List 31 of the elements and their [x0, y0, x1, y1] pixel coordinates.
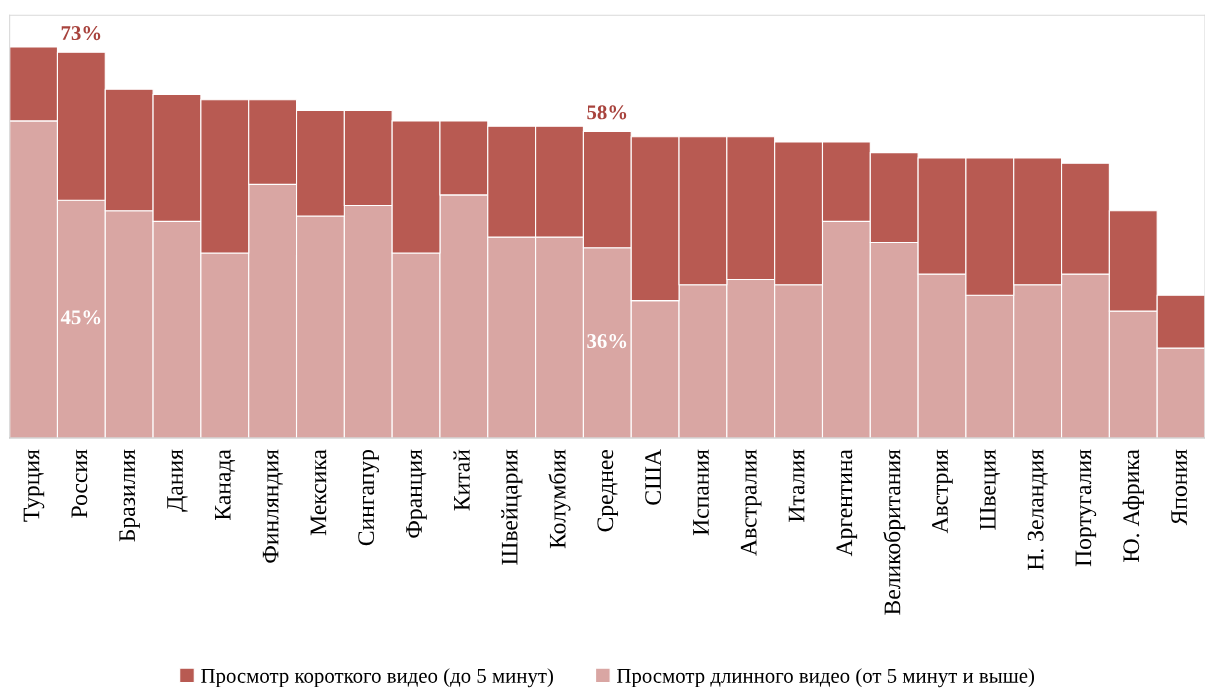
x-tick-label: Канада — [215, 449, 236, 520]
x-tick-label: Мексика — [310, 449, 327, 536]
x-tick-label: Швеция — [980, 449, 1001, 530]
total-label: 73% — [61, 26, 101, 41]
x-tick-label: Н. Зеландия — [1027, 449, 1048, 570]
legend-label: Просмотр длинного видео (от 5 минут и выше) — [617, 668, 1035, 688]
x-tick-label: Колумбия — [548, 449, 571, 549]
x-tick-label: Китай — [453, 449, 470, 511]
x-tick-label: Япония — [1171, 449, 1187, 526]
x-tick-label: Среднее — [597, 449, 619, 532]
x-tick-label: Дания — [167, 449, 188, 512]
x-tick-label: Португалия — [1075, 449, 1097, 567]
x-tick-label: Испания — [693, 449, 709, 536]
x-tick-label: Австрия — [932, 449, 953, 534]
data-label: 36% — [587, 334, 627, 349]
x-tick-label: Сингапур — [358, 450, 379, 546]
x-tick-label: Турция — [23, 449, 45, 522]
x-tick-label: Аргентина — [836, 449, 858, 557]
legend-label: Просмотр короткого видео (до 5 минут) — [201, 668, 553, 688]
x-tick-label: США — [645, 449, 662, 505]
x-tick-label: Великобритания — [883, 449, 906, 615]
x-tick-label: Бразилия — [119, 449, 140, 542]
x-tick-label: Россия — [71, 449, 88, 518]
x-tick-label: Италия — [788, 449, 805, 523]
data-label: 45% — [60, 310, 101, 325]
x-tick-label: Ю. Африка — [1122, 449, 1144, 562]
x-tick-label: Финляндия — [262, 449, 283, 563]
x-tick-label: Швейцария — [501, 449, 523, 565]
x-tick-label: Австралия — [740, 449, 762, 556]
total-label: 58% — [587, 105, 627, 120]
x-tick-label: Франция — [406, 449, 427, 538]
